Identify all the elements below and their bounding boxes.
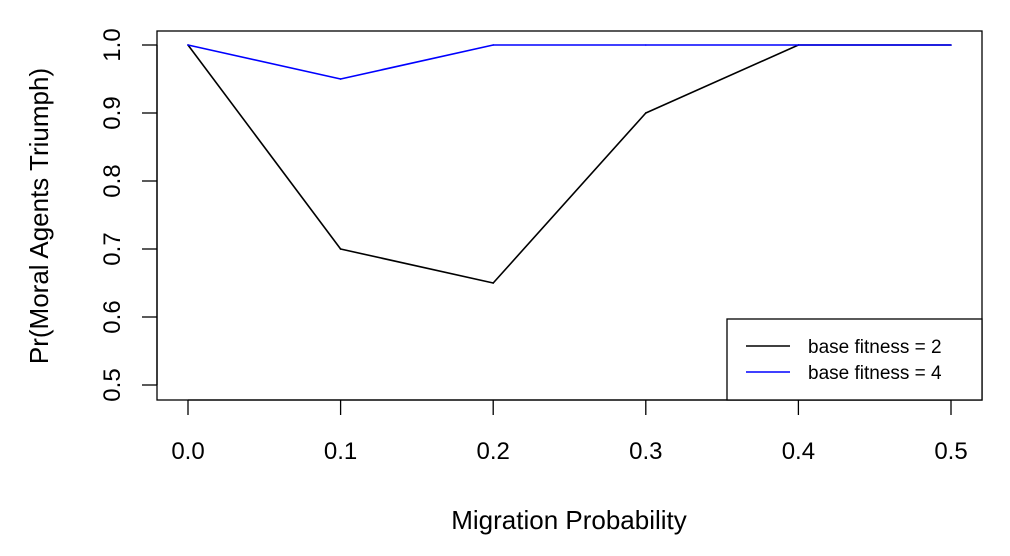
series-1-segment <box>187 44 342 250</box>
series-1-segment <box>644 44 800 114</box>
y-axis: 0.5 0.6 0.7 0.8 0.9 1.0 <box>99 28 158 402</box>
y-tick-label: 0.8 <box>99 164 126 197</box>
legend-label-1: base fitness = 2 <box>808 337 942 358</box>
x-tick-label: 0.2 <box>477 438 510 465</box>
series-2-segment <box>187 44 342 80</box>
x-axis-title: Migration Probability <box>451 505 687 535</box>
y-tick-label: 1.0 <box>99 28 126 61</box>
y-tick-label: 0.5 <box>99 368 126 401</box>
y-tick-label: 0.6 <box>99 300 126 333</box>
x-tick-label: 0.5 <box>934 438 967 465</box>
series-1-segment <box>492 112 647 284</box>
series-layer <box>187 44 952 284</box>
x-tick-label: 0.4 <box>782 438 815 465</box>
x-tick-label: 0.3 <box>629 438 662 465</box>
legend-box <box>726 318 983 401</box>
legend-label-2: base fitness = 4 <box>808 363 942 384</box>
x-tick-label: 0.1 <box>324 438 357 465</box>
y-tick-label: 0.7 <box>99 232 126 265</box>
y-tick-label: 0.9 <box>99 96 126 129</box>
series-2 <box>187 44 952 80</box>
y-axis-title: Pr(Moral Agents Triumph) <box>24 68 54 364</box>
series-2-segment <box>339 44 495 80</box>
x-tick-label: 0.0 <box>171 438 204 465</box>
series-1-segment <box>339 248 495 284</box>
legend: base fitness = 2 base fitness = 4 <box>726 318 983 401</box>
x-axis: 0.0 0.1 0.2 0.3 0.4 0.5 <box>171 399 968 465</box>
